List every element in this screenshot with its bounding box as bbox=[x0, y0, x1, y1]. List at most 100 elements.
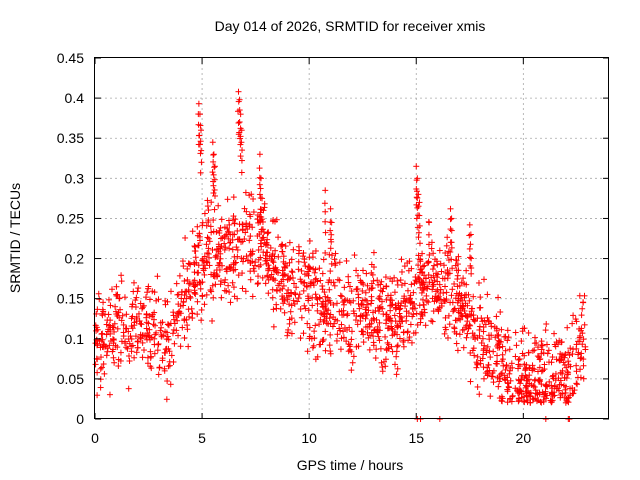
data-point bbox=[522, 365, 529, 372]
data-point bbox=[249, 293, 256, 300]
data-point bbox=[252, 259, 259, 266]
data-point bbox=[415, 252, 422, 259]
data-point bbox=[483, 349, 490, 356]
data-point bbox=[517, 380, 524, 387]
data-point bbox=[476, 391, 483, 398]
data-point bbox=[442, 249, 449, 256]
data-point bbox=[151, 289, 158, 296]
data-point bbox=[148, 353, 155, 360]
data-point bbox=[209, 169, 216, 176]
data-point bbox=[328, 219, 335, 226]
data-point bbox=[484, 371, 491, 378]
data-point bbox=[196, 237, 203, 244]
data-point bbox=[294, 298, 301, 305]
data-point bbox=[197, 138, 204, 145]
data-point bbox=[408, 281, 415, 288]
data-point bbox=[582, 343, 589, 350]
data-point bbox=[107, 338, 114, 345]
data-point bbox=[246, 192, 253, 199]
data-point bbox=[99, 336, 106, 343]
data-point bbox=[283, 290, 290, 297]
data-point bbox=[551, 330, 558, 337]
data-point bbox=[415, 203, 422, 210]
data-point bbox=[489, 369, 496, 376]
data-point bbox=[460, 344, 467, 351]
data-point bbox=[383, 311, 390, 318]
data-point bbox=[505, 383, 512, 390]
data-point bbox=[297, 276, 304, 283]
data-point bbox=[507, 395, 514, 402]
data-point bbox=[197, 285, 204, 292]
data-point bbox=[118, 317, 125, 324]
data-point bbox=[222, 244, 229, 251]
data-point bbox=[312, 291, 319, 298]
data-point bbox=[258, 243, 265, 250]
data-point bbox=[561, 362, 568, 369]
data-point bbox=[535, 368, 542, 375]
data-point bbox=[101, 370, 108, 377]
data-point bbox=[168, 352, 175, 359]
data-point bbox=[480, 375, 487, 382]
data-point bbox=[247, 248, 254, 255]
data-point bbox=[178, 289, 185, 296]
data-point bbox=[579, 330, 586, 337]
data-point bbox=[442, 324, 449, 331]
data-point bbox=[183, 295, 190, 302]
data-point bbox=[379, 288, 386, 295]
data-point bbox=[116, 295, 123, 302]
data-point bbox=[542, 390, 549, 397]
data-point bbox=[496, 378, 503, 385]
data-point bbox=[344, 310, 351, 317]
data-point bbox=[221, 279, 228, 286]
x-tick-label: 5 bbox=[198, 430, 206, 446]
data-point bbox=[280, 276, 287, 283]
data-point bbox=[452, 317, 459, 324]
data-point bbox=[566, 352, 573, 359]
data-point bbox=[499, 370, 506, 377]
data-point bbox=[397, 277, 404, 284]
data-point bbox=[211, 192, 218, 199]
data-point bbox=[404, 287, 411, 294]
data-point bbox=[580, 375, 587, 382]
data-point bbox=[181, 317, 188, 324]
data-point bbox=[295, 294, 302, 301]
data-point bbox=[343, 257, 350, 264]
data-point bbox=[224, 225, 231, 232]
data-point bbox=[238, 139, 245, 146]
data-point bbox=[348, 336, 355, 343]
data-point bbox=[262, 255, 269, 262]
data-point bbox=[536, 377, 543, 384]
data-point bbox=[259, 235, 266, 242]
data-point bbox=[129, 313, 136, 320]
data-point bbox=[451, 280, 458, 287]
data-point bbox=[288, 256, 295, 263]
data-point bbox=[175, 301, 182, 308]
data-point bbox=[302, 263, 309, 270]
data-point bbox=[155, 340, 162, 347]
data-point bbox=[198, 159, 205, 166]
data-point bbox=[573, 368, 580, 375]
data-point bbox=[314, 307, 321, 314]
data-point bbox=[581, 321, 588, 328]
data-point bbox=[493, 313, 500, 320]
data-point bbox=[306, 324, 313, 331]
data-point bbox=[410, 289, 417, 296]
data-point bbox=[444, 252, 451, 259]
data-point bbox=[518, 372, 525, 379]
data-point bbox=[273, 301, 280, 308]
data-point bbox=[375, 295, 382, 302]
data-point bbox=[362, 315, 369, 322]
data-point bbox=[327, 227, 334, 234]
data-point bbox=[540, 391, 547, 398]
data-point bbox=[198, 147, 205, 154]
data-point bbox=[394, 331, 401, 338]
data-point bbox=[580, 336, 587, 343]
data-point bbox=[419, 270, 426, 277]
data-point bbox=[133, 294, 140, 301]
data-point bbox=[250, 195, 257, 202]
data-point bbox=[328, 231, 335, 238]
data-point bbox=[398, 268, 405, 275]
data-point bbox=[209, 246, 216, 253]
data-point bbox=[405, 310, 412, 317]
data-point bbox=[355, 343, 362, 350]
